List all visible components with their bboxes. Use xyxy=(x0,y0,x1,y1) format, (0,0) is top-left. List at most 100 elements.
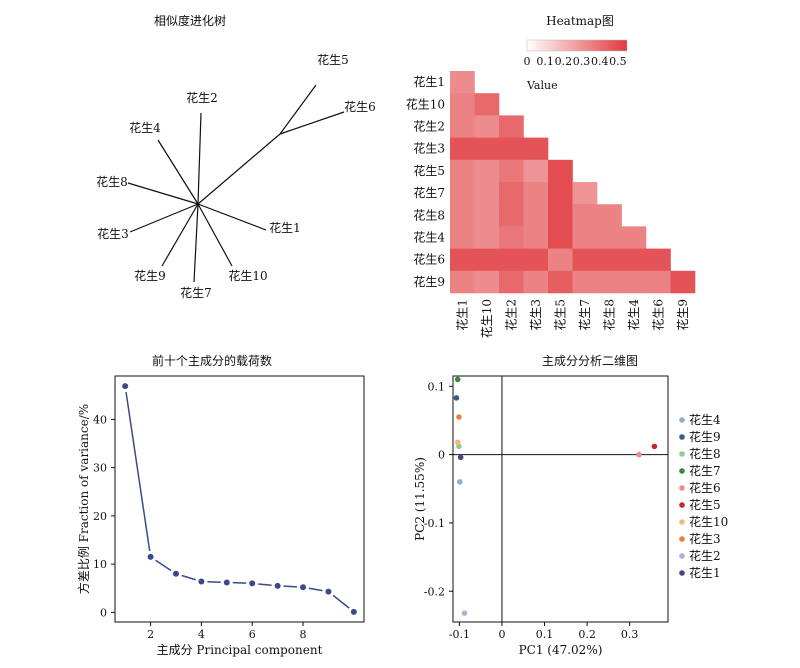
heatmap-cell xyxy=(523,137,549,161)
x-tick-label: 0.3 xyxy=(621,628,639,641)
scree-line-segment xyxy=(283,585,298,588)
heatmap-row-label: 花生5 xyxy=(413,163,445,178)
heatmap-cell xyxy=(450,204,475,227)
heatmap-cell xyxy=(499,204,524,227)
heatmap-cell xyxy=(450,182,475,205)
legend-marker xyxy=(679,570,685,576)
y-tick-label: -0.2 xyxy=(424,585,445,598)
heatmap-cell xyxy=(474,115,500,138)
tree-leaf-label: 花生3 xyxy=(97,226,129,241)
legend-label: 花生7 xyxy=(689,463,721,478)
tree-branch xyxy=(157,139,199,205)
scree-point xyxy=(249,580,256,587)
heatmap-cell xyxy=(450,270,475,294)
heatmap-cell xyxy=(450,93,475,116)
colorbar-label: Value xyxy=(526,79,558,92)
x-tick-label: 6 xyxy=(249,628,256,641)
colorbar-tick-label: 0.4 xyxy=(591,55,609,68)
scree-chart: 0 10 20 30 40 2 4 6 8 主成分 Principal component 方差比例… xyxy=(76,375,365,657)
tree-branch xyxy=(129,203,199,233)
heatmap-cell xyxy=(523,159,549,183)
y-tick-label: 40 xyxy=(93,413,107,426)
colorbar-tick-label: 0.3 xyxy=(573,55,591,68)
scree-line-segment xyxy=(155,559,172,572)
heatmap-cell xyxy=(572,204,598,227)
heatmap-cell xyxy=(670,270,696,294)
heatmap-title: Heatmap图 xyxy=(546,14,614,28)
y-axis-label: 方差比例 Fraction of variance/% xyxy=(76,404,91,594)
scree-line-segment xyxy=(125,391,151,552)
pca-point xyxy=(651,443,658,450)
pca-point xyxy=(453,395,460,401)
heatmap-cell xyxy=(646,248,671,272)
legend-marker xyxy=(679,553,685,559)
heatmap-col-label: 花生10 xyxy=(479,299,494,338)
heatmap-cell xyxy=(523,226,549,249)
scree-line-segment xyxy=(207,580,221,583)
tree-leaf-label: 花生4 xyxy=(129,120,161,135)
heatmap-col-label: 花生5 xyxy=(552,299,567,331)
x-tick-label: 8 xyxy=(300,628,307,641)
legend-marker xyxy=(679,536,685,542)
legend-label: 花生3 xyxy=(689,531,721,546)
legend-label: 花生4 xyxy=(689,412,721,427)
heatmap-cell xyxy=(572,226,598,249)
heatmap-row-label: 花生7 xyxy=(413,185,445,200)
tree-branch xyxy=(197,203,267,231)
pca-point xyxy=(454,439,461,446)
legend-label: 花生9 xyxy=(689,429,721,444)
heatmap-cell xyxy=(499,137,524,161)
heatmap-cell xyxy=(474,159,500,183)
heatmap-row-label: 花生8 xyxy=(413,207,445,222)
heatmap-cell xyxy=(597,204,622,227)
heatmap-col-label: 花生1 xyxy=(454,299,469,331)
legend-label: 花生8 xyxy=(689,446,721,461)
heatmap-col-label: 花生3 xyxy=(528,299,543,331)
heatmap-cell xyxy=(597,270,622,294)
scree-point xyxy=(198,578,205,585)
legend-marker xyxy=(679,485,685,491)
heatmap-cell xyxy=(572,270,598,294)
y-tick-label: 0.1 xyxy=(428,380,446,393)
tree-branch xyxy=(279,111,345,135)
x-tick-label: 4 xyxy=(198,628,205,641)
heatmap-cell xyxy=(523,248,549,272)
heatmap-cell xyxy=(474,182,500,205)
tree-branch xyxy=(279,84,317,135)
heatmap-cell xyxy=(621,226,647,249)
tree-branch xyxy=(193,203,199,283)
tree-leaf-label: 花生6 xyxy=(344,99,376,114)
heatmap-cell xyxy=(548,226,573,249)
scree-line-segment xyxy=(232,581,247,584)
tree-leaf-label: 花生7 xyxy=(180,285,212,300)
y-axis-label: PC2 (11.55%) xyxy=(413,457,427,541)
heatmap-cell xyxy=(499,115,524,138)
scree-title: 前十个主成分的载荷数 xyxy=(151,354,272,368)
y-tick-label: 30 xyxy=(93,462,107,475)
x-tick-label: 0.1 xyxy=(536,628,554,641)
tree-leaf-label: 花生1 xyxy=(269,220,301,235)
heatmap-cell xyxy=(548,248,573,272)
tree-leaf-label: 花生5 xyxy=(317,52,349,67)
heatmap-cell xyxy=(572,248,598,272)
tree-leaf-label: 花生2 xyxy=(186,90,218,105)
heatmap-cell xyxy=(548,270,573,294)
pca-point xyxy=(461,610,468,616)
legend-marker xyxy=(679,468,685,474)
tree-title: 相似度进化树 xyxy=(153,14,226,28)
scree-line-segment xyxy=(332,594,350,609)
colorbar-tick-label: 0.1 xyxy=(536,55,554,68)
heatmap-cell xyxy=(474,270,500,294)
tree-branch xyxy=(161,203,199,267)
y-tick-label: -0.1 xyxy=(424,517,445,530)
scree-line-segment xyxy=(308,587,323,592)
x-tick-label: 0 xyxy=(498,628,505,641)
scree-point xyxy=(325,588,332,595)
heatmap-row-label: 花生10 xyxy=(406,96,445,111)
colorbar-tick-label: 0.2 xyxy=(555,55,573,68)
pca-point xyxy=(454,376,461,383)
heatmap-col-label: 花生2 xyxy=(503,299,518,331)
heatmap-cell xyxy=(548,159,573,183)
pca-point xyxy=(457,454,464,461)
heatmap-cell xyxy=(597,226,622,249)
